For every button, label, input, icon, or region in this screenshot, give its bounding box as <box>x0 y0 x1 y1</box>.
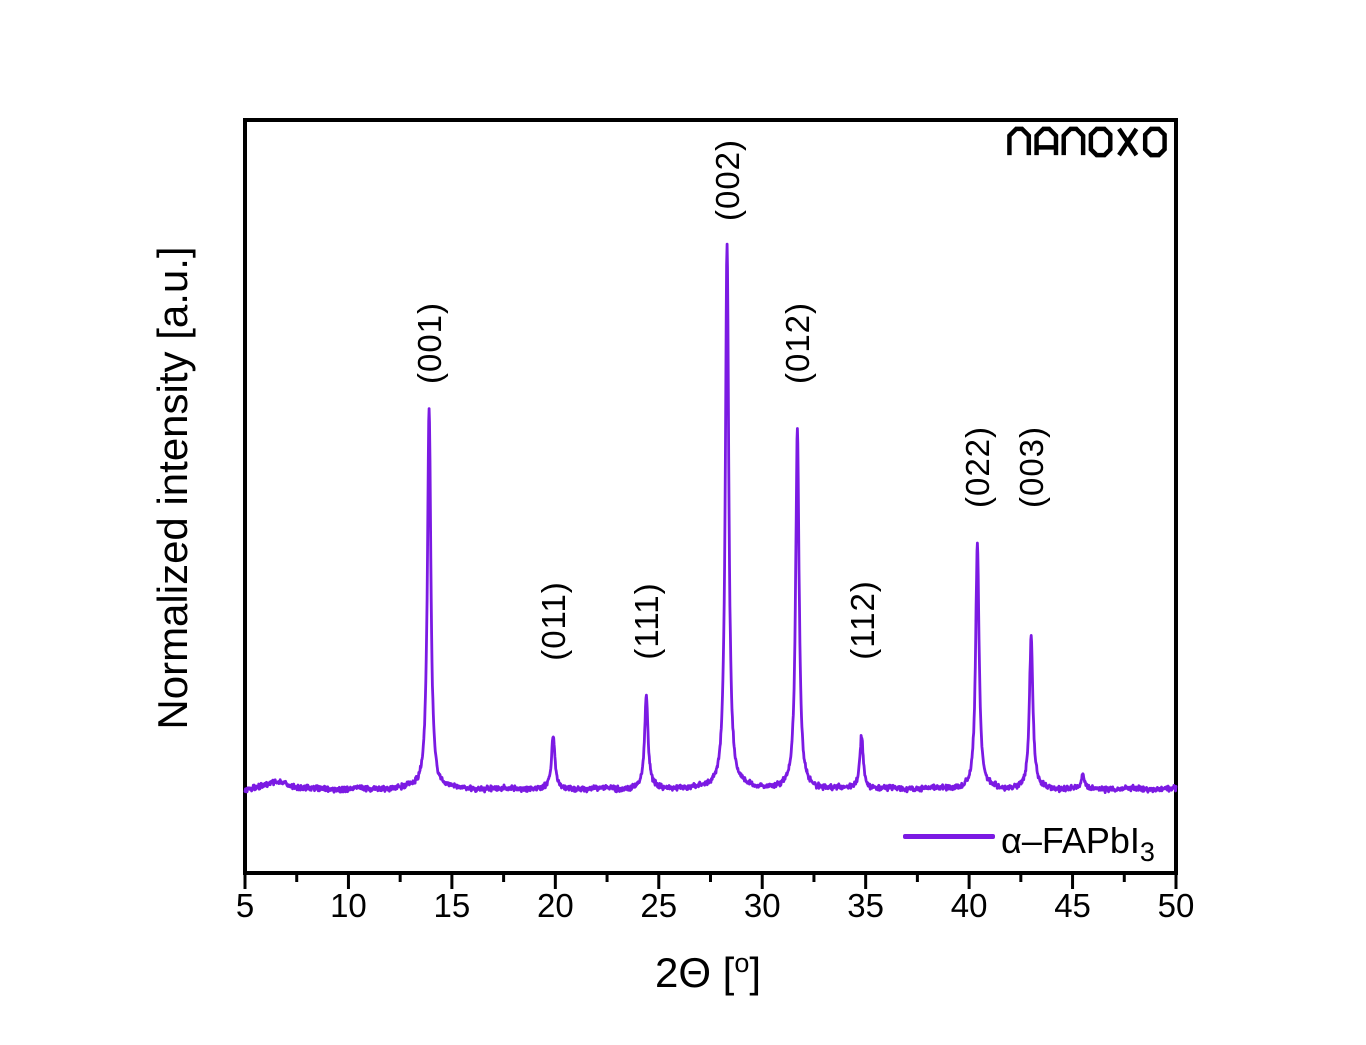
x-tick-label-35: 35 <box>847 887 885 924</box>
x-tick-label-30: 30 <box>743 887 781 924</box>
logo-letter-N <box>1007 126 1032 156</box>
xrd-trace <box>243 242 1178 794</box>
nanoxo-logo-icon <box>1007 126 1167 158</box>
legend-label: α–FAPbI3 <box>1001 820 1155 866</box>
peak-label-022: (022) <box>959 425 997 509</box>
x-axis-title-prefix: 2Θ [ <box>654 949 735 996</box>
legend-line-swatch <box>903 834 995 839</box>
x-tick-label-15: 15 <box>433 887 471 924</box>
peak-label-001: (001) <box>411 301 449 385</box>
peak-label-011: (011) <box>535 581 573 661</box>
legend-label-subscript: 3 <box>1139 837 1155 868</box>
logo-letter-A <box>1034 126 1059 156</box>
peak-label-003: (003) <box>1013 425 1051 509</box>
x-tick-label-50: 50 <box>1157 887 1195 924</box>
x-tick-label-40: 40 <box>950 887 988 924</box>
legend-label-text: α–FAPbI <box>1001 820 1140 861</box>
logo-letter-O <box>1088 126 1113 158</box>
x-axis-title: 2Θ [o] <box>655 948 761 997</box>
x-tick-label-20: 20 <box>536 887 574 924</box>
x-axis-title-suffix: ] <box>749 949 762 996</box>
x-tick-label-25: 25 <box>640 887 678 924</box>
peak-label-112: (112) <box>843 580 881 660</box>
logo-letter-O <box>1142 126 1167 158</box>
x-tick-label-10: 10 <box>330 887 367 924</box>
logo-letter-X <box>1117 127 1139 157</box>
y-axis-title: Normalized intensity [a.u.] <box>149 246 196 730</box>
peak-label-002: (002) <box>709 138 747 222</box>
x-tick-label-45: 45 <box>1054 887 1091 924</box>
x-axis-title-degree-sup: o <box>734 948 750 978</box>
logo-letter-N <box>1061 126 1086 156</box>
peak-label-012: (012) <box>779 301 817 385</box>
peak-label-111: (111) <box>628 582 666 660</box>
x-tick-label-5: 5 <box>235 887 255 924</box>
